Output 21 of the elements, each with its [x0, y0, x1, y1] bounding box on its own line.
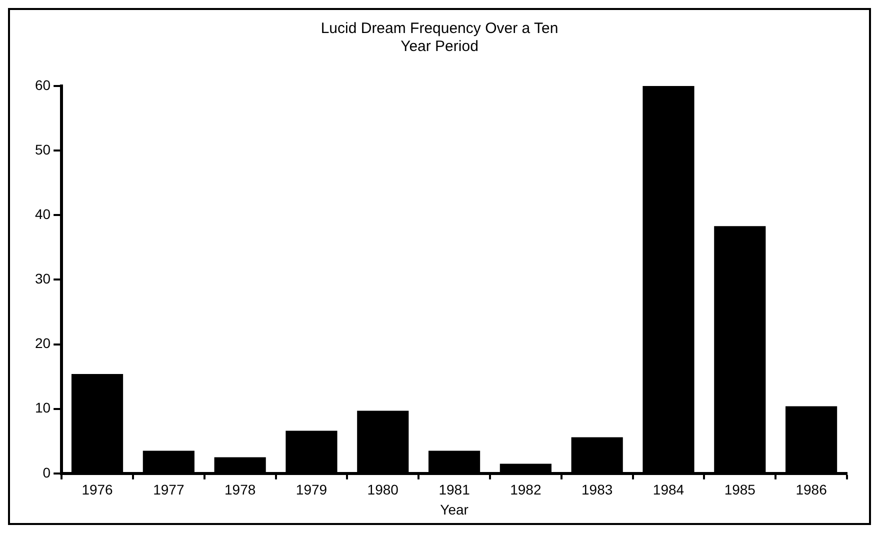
x-tick-label: 1983 [582, 482, 613, 498]
text: Year Period [400, 38, 478, 56]
x-tick-label: 1977 [153, 482, 184, 498]
y-tick-label: 60 [34, 76, 51, 93]
y-tick-label: 10 [34, 400, 51, 416]
y-tick-label: 30 [34, 270, 51, 287]
x-tick-label: 1986 [796, 482, 828, 498]
y-tick-label: 20 [34, 335, 51, 352]
x-tick-label: 1979 [296, 482, 328, 498]
x-tick-label: 1980 [367, 482, 399, 498]
y-tick-label: 40 [34, 206, 51, 222]
x-tick-label: 1985 [724, 482, 756, 498]
text: Lucid Dream Frequency Over a Ten [320, 20, 558, 38]
x-tick-label: 1982 [510, 482, 542, 498]
y-tick-label: 0 [42, 464, 51, 480]
x-axis-title: Year [440, 501, 469, 518]
x-tick-label: 1978 [224, 482, 256, 498]
x-tick-label: 1976 [82, 482, 114, 498]
y-tick-label: 50 [34, 141, 51, 158]
x-tick-label: 1981 [438, 482, 470, 498]
x-tick-label: 1984 [652, 482, 684, 498]
